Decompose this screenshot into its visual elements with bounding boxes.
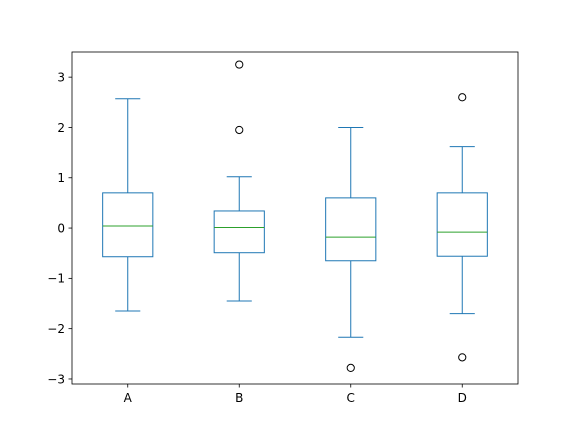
box-group-c [325, 126, 377, 373]
y-tick-label: 1 [57, 171, 65, 185]
box-group-b [213, 60, 265, 302]
outlier-point [458, 353, 467, 362]
box-iqr [325, 197, 377, 262]
box-iqr [436, 192, 488, 257]
outlier-point [235, 60, 244, 69]
axes: −3 −2 −1 0 1 2 3 A B C D [47, 51, 519, 405]
outlier-point [458, 93, 467, 102]
outlier-point [235, 125, 244, 135]
box-group-d [436, 93, 488, 362]
y-tick-label: 2 [57, 121, 65, 135]
y-tick-label: −2 [47, 322, 65, 336]
x-tick-label: A [124, 391, 133, 405]
box-iqr [213, 210, 265, 254]
outlier-point [346, 363, 355, 373]
axes-frame [71, 51, 519, 385]
plot-area [102, 60, 488, 373]
box-group-a [102, 98, 154, 312]
box-iqr [102, 192, 154, 258]
x-tick-label: D [458, 391, 467, 405]
y-tick-label: 3 [57, 70, 65, 84]
y-tick-label: −1 [47, 272, 65, 286]
y-tick-label: −3 [47, 372, 65, 386]
x-tick-label: B [235, 391, 243, 405]
x-tick-label: C [347, 391, 355, 405]
y-tick-label: 0 [57, 221, 65, 235]
